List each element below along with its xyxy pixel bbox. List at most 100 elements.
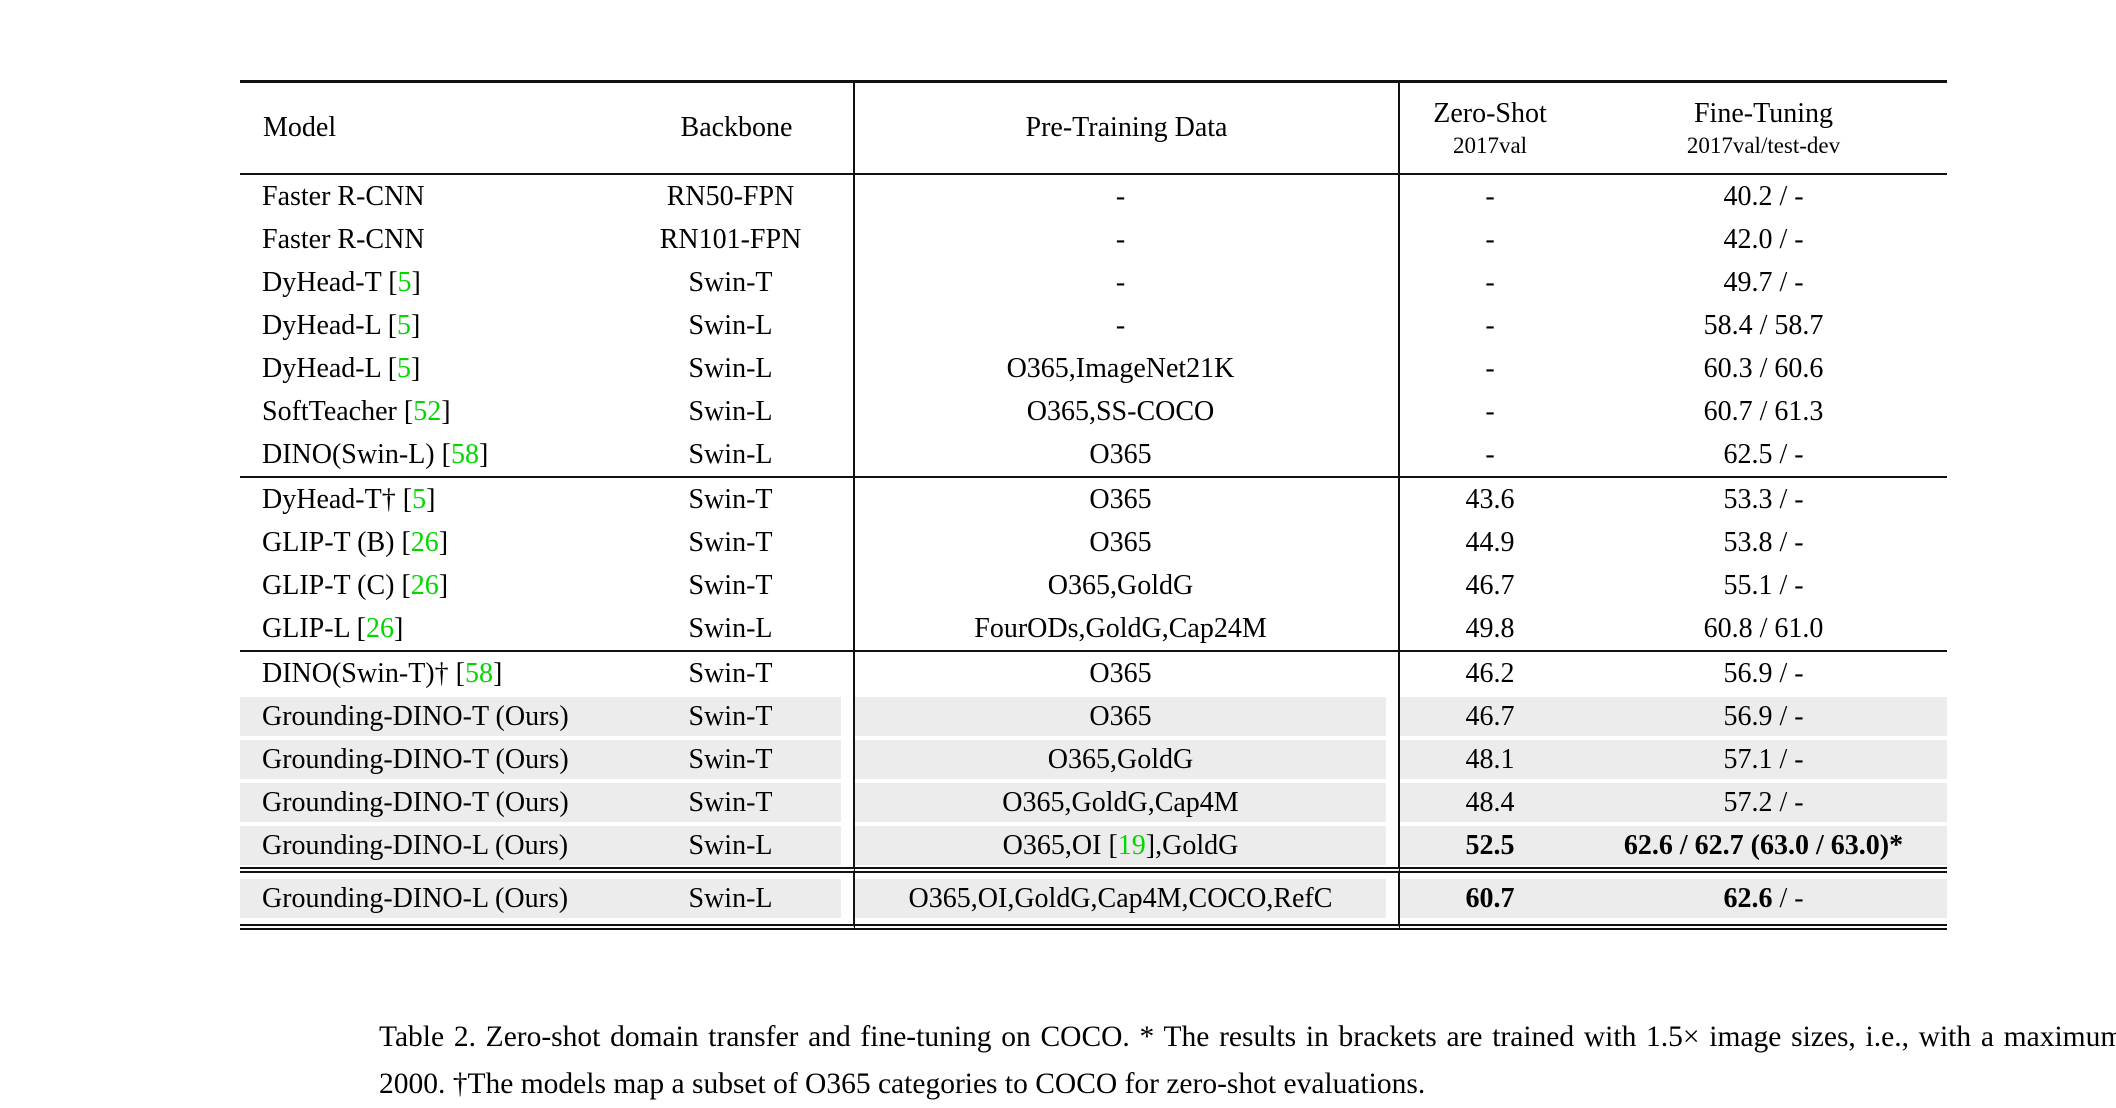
citation-link[interactable]: 19 — [1117, 830, 1146, 861]
table-row: DyHead-L [5] Swin-L O365,ImageNet21K - 60.3 … — [240, 347, 1947, 390]
col-header-pretraining-data: Pre-Training Data — [855, 80, 1400, 175]
fine-tuning-label: Fine-Tuning — [1693, 98, 1833, 129]
cell-zero-shot: - — [1485, 267, 1495, 298]
cell-pretraining-data: - — [855, 175, 1400, 218]
cell-fine-tuning: 57.2 / - — [1580, 781, 1947, 824]
cell-fine-tuning: 60.7 / 61.3 — [1703, 396, 1824, 427]
cell-fine-tuning: 53.8 / - — [1723, 527, 1804, 558]
cell-model: GLIP-T (B) [26] — [262, 527, 449, 558]
cell-pretraining-data: FourODs,GoldG,Cap24M — [855, 607, 1400, 650]
table-header: Model Backbone Pre-Training Data Zero-Sh… — [240, 80, 1947, 175]
table-row: DINO(Swin-L) [58] Swin-L O365 - 62.5 / - — [240, 433, 1947, 476]
cell-fine-tuning: 53.3 / - — [1580, 476, 1947, 521]
cell-fine-tuning: 40.2 / - — [1723, 181, 1804, 212]
cell-model: GLIP-L [26] — [262, 613, 404, 644]
cell-pretraining-data: O365 — [855, 476, 1400, 521]
table-row: DyHead-T [5] Swin-T - -49.7 / - — [240, 261, 1947, 304]
cell-backbone: Swin-L — [620, 304, 855, 347]
cell-backbone: Swin-T — [620, 650, 855, 695]
cell-fine-tuning: 62.5 / - — [1723, 439, 1804, 470]
cell-backbone: Swin-T — [620, 738, 855, 781]
cell-zero-shot: - — [1485, 224, 1495, 255]
cell-pretraining-data: O365 — [855, 521, 1400, 564]
cell-zero-shot: 52.5 — [1400, 824, 1580, 867]
cell-pretraining-data: O365 — [855, 433, 1400, 476]
citation-link[interactable]: 5 — [397, 353, 412, 384]
cell-fine-tuning: 58.4 / 58.7 — [1703, 310, 1824, 341]
col-header-zero-shot: Zero-Shot 2017val — [1400, 80, 1580, 175]
fine-tuning-sublabel: 2017val/test-dev — [1686, 133, 1841, 158]
cell-backbone: Swin-L — [620, 607, 855, 650]
table-body: Faster R-CNN RN50-FPN - -40.2 / - Faster R-C… — [240, 175, 1947, 930]
table-row: DINO(Swin-T)† [58] Swin-T O365 46.2 56.9 / - — [240, 650, 1947, 695]
cell-zero-shot: - — [1485, 439, 1495, 470]
cell-pretraining-data: O365,OI,GoldG,Cap4M,COCO,RefC — [855, 867, 1400, 930]
table-row: Grounding-DINO-T (Ours) Swin-T O365,GoldG 4… — [240, 738, 1947, 781]
citation-link[interactable]: 58 — [450, 439, 479, 470]
cell-pretraining-data: O365,GoldG,Cap4M — [855, 781, 1400, 824]
cell-zero-shot: - — [1485, 181, 1495, 212]
cell-pretraining-data: O365 — [855, 695, 1400, 738]
cell-fine-tuning: 60.3 / 60.6 — [1703, 353, 1824, 384]
citation-link[interactable]: 5 — [397, 310, 412, 341]
table-row: Grounding-DINO-T (Ours) Swin-T O365,GoldG,… — [240, 781, 1947, 824]
table-row: Grounding-DINO-L (Ours) Swin-L O365,OI [19… — [240, 824, 1947, 867]
cell-backbone: Swin-L — [620, 867, 855, 930]
cell-fine-tuning: 57.1 / - — [1580, 738, 1947, 781]
cell-pretraining-data: O365,GoldG — [855, 738, 1400, 781]
cell-zero-shot: 49.8 — [1465, 613, 1515, 644]
citation-link[interactable]: 58 — [464, 658, 493, 689]
cell-model: DINO(Swin-L) [58] — [262, 439, 489, 470]
cell-zero-shot: - — [1485, 396, 1495, 427]
cell-zero-shot: 46.7 — [1465, 570, 1515, 601]
zero-shot-sublabel: 2017val — [1452, 133, 1528, 158]
cell-fine-tuning: 60.8 / 61.0 — [1703, 613, 1824, 644]
citation-link[interactable]: 52 — [413, 396, 442, 427]
cell-model: DyHead-T† [5] — [240, 476, 620, 521]
citation-link[interactable]: 26 — [410, 570, 439, 601]
cell-backbone: RN101-FPN — [620, 218, 855, 261]
table-row: SoftTeacher [52] Swin-L O365,SS-COCO - 60.7 … — [240, 390, 1947, 433]
cell-backbone: Swin-L — [620, 347, 855, 390]
cell-backbone: Swin-T — [620, 261, 855, 304]
citation-link[interactable]: 26 — [410, 527, 439, 558]
cell-fine-tuning: 42.0 / - — [1723, 224, 1804, 255]
cell-zero-shot: 46.2 — [1400, 650, 1580, 695]
cell-model: DyHead-T [5] — [262, 267, 421, 298]
cell-model: Grounding-DINO-T (Ours) — [240, 781, 620, 824]
table-row: Faster R-CNN RN101-FPN - -42.0 / - — [240, 218, 1947, 261]
cell-fine-tuning: 49.7 / - — [1723, 267, 1804, 298]
cell-zero-shot: 44.9 — [1465, 527, 1515, 558]
cell-pretraining-data: O365,ImageNet21K — [855, 347, 1400, 390]
cell-model: Faster R-CNN — [262, 224, 425, 255]
cell-model: DyHead-L [5] — [262, 310, 421, 341]
cell-pretraining-data: - — [855, 304, 1400, 347]
table-caption: Table 2. Zero-shot domain transfer and f… — [379, 1021, 2116, 1100]
cell-backbone: Swin-L — [620, 824, 855, 867]
results-table-wrapper: Model Backbone Pre-Training Data Zero-Sh… — [240, 80, 2116, 1100]
cell-pretraining-data: O365 — [855, 650, 1400, 695]
citation-link[interactable]: 5 — [412, 484, 427, 515]
cell-fine-tuning: 56.9 / - — [1580, 650, 1947, 695]
citation-link[interactable]: 5 — [397, 267, 412, 298]
cell-pretraining-data: O365,GoldG — [855, 564, 1400, 607]
cell-backbone: Swin-T — [620, 695, 855, 738]
table-row: GLIP-T (C) [26] Swin-T O365,GoldG 46.7 55.1 … — [240, 564, 1947, 607]
cell-model: GLIP-T (C) [26] — [262, 570, 449, 601]
cell-pretraining-data: O365,OI [19],GoldG — [855, 824, 1400, 867]
cell-fine-tuning: 56.9 / - — [1580, 695, 1947, 738]
cell-zero-shot: - — [1485, 353, 1495, 384]
cell-model: DINO(Swin-T)† [58] — [240, 650, 620, 695]
cell-model: Grounding-DINO-L (Ours) — [240, 824, 620, 867]
cell-model: Faster R-CNN — [262, 181, 425, 212]
table-row: DyHead-T† [5] Swin-T O365 43.6 53.3 / - — [240, 476, 1947, 521]
cell-backbone: Swin-L — [620, 390, 855, 433]
table-row: Grounding-DINO-L (Ours) Swin-L O365,OI,Gol… — [240, 867, 1947, 930]
citation-link[interactable]: 26 — [365, 613, 394, 644]
cell-fine-tuning: 62.6 / - — [1580, 867, 1947, 930]
cell-backbone: Swin-L — [620, 433, 855, 476]
cell-zero-shot: 48.4 — [1400, 781, 1580, 824]
cell-pretraining-data: O365,SS-COCO — [855, 390, 1400, 433]
table-row: GLIP-T (B) [26] Swin-T O365 44.9 53.8 / - — [240, 521, 1947, 564]
cell-backbone: Swin-T — [620, 564, 855, 607]
